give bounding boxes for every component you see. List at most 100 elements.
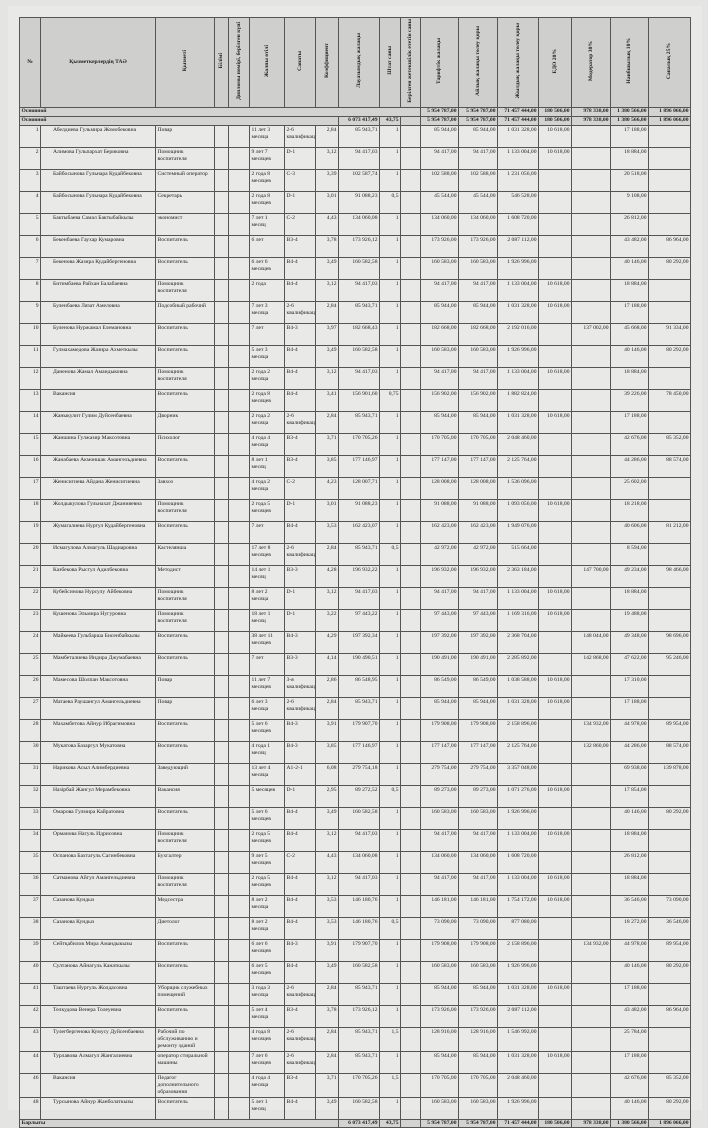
table-cell: 9 <box>19 300 41 324</box>
table-cell: 8 лет 2 месяца <box>249 894 285 918</box>
table-cell: 1 <box>379 344 401 368</box>
table-cell: 30 <box>19 740 41 764</box>
table-cell: 10 618,00 <box>538 124 572 148</box>
table-row: 31 Нарикова Асыл Алимбердиевна Заведующий 1… <box>19 762 691 786</box>
table-cell: Воспитатель <box>155 938 215 962</box>
table-cell: 7 лет <box>249 652 285 676</box>
table-cell: 170 705,26 <box>338 432 380 456</box>
table-cell: Помощник воспитателя <box>155 828 215 852</box>
table-cell: 8 лет 2 месяца <box>249 586 285 610</box>
table-cell: 10 618,00 <box>538 278 572 302</box>
table-cell <box>400 806 421 830</box>
table-cell: 160 583,00 <box>420 256 459 280</box>
table-cell: 44 978,00 <box>610 938 649 962</box>
table-cell: 8 <box>19 278 41 302</box>
table-cell: 196 932,22 <box>338 564 380 588</box>
table-cell: 160 583,00 <box>458 806 498 830</box>
table-cell <box>214 1072 229 1098</box>
table-cell: 3,12 <box>315 872 339 896</box>
table-cell <box>214 608 229 632</box>
table-cell: 49 348,00 <box>610 630 649 654</box>
table-cell <box>571 190 611 214</box>
table-cell: 3,49 <box>315 806 339 830</box>
table-cell: 42 <box>19 1004 41 1028</box>
table-cell: Воспитатель <box>155 652 215 676</box>
table-cell: 102 588,00 <box>458 168 498 192</box>
table-cell: 86 548,95 <box>338 674 380 698</box>
table-cell: 1 <box>379 982 401 1006</box>
table-cell <box>571 366 611 390</box>
table-cell: 94 417,00 <box>458 278 498 302</box>
table-cell <box>400 1004 421 1028</box>
table-row: 26 Мамесова Шолпан Максотовна Повар 11 лет … <box>19 674 691 698</box>
group-row-main: Основной 5 954 787,00 5 954 787,00 71 45… <box>19 106 691 117</box>
table-cell <box>400 894 421 918</box>
table-cell: 2,84 <box>315 124 339 148</box>
table-cell: 17 лет 8 месяцев <box>249 542 285 566</box>
table-cell: 31 <box>19 762 41 786</box>
table-cell: 22 <box>19 586 41 610</box>
table-cell: 94 417,03 <box>338 278 380 302</box>
table-cell: 170 705,26 <box>338 1072 380 1098</box>
table-cell: 177 146,97 <box>338 454 380 478</box>
table-cell: Воспитатель <box>155 718 215 742</box>
table-cell <box>228 410 250 434</box>
table-cell: 1 231 056,00 <box>497 168 539 192</box>
table-cell: 18 218,00 <box>610 498 649 522</box>
table-cell <box>214 652 229 676</box>
table-cell: 173 926,00 <box>458 234 498 258</box>
table-cell <box>571 212 611 236</box>
table-cell <box>571 1050 611 1074</box>
table-cell: 7 лет <box>249 322 285 346</box>
table-cell <box>538 718 572 742</box>
table-cell: Матаева Раушангул Амангельдиевна <box>40 696 156 720</box>
table-cell: 2-6 квалификационный <box>284 1050 316 1074</box>
column-header: Айлық жалақы төлеу қоры <box>458 17 498 108</box>
table-cell <box>571 432 611 456</box>
table-cell: 2 года <box>249 278 285 302</box>
table-cell <box>538 850 572 874</box>
table-cell: Кубейсинова Нурсулу Айбековна <box>40 586 156 610</box>
column-header-label: Жылдық жалақы төлеу қоры <box>514 23 521 99</box>
table-cell: 18 884,00 <box>610 278 649 302</box>
table-cell: 1 <box>379 168 401 192</box>
table-cell <box>648 168 691 192</box>
table-cell: 38 <box>19 916 41 940</box>
table-cell <box>400 740 421 764</box>
table-cell: Воспитатель <box>155 740 215 764</box>
table-cell: 1 <box>379 410 401 434</box>
table-row: 15 Жаншина Гулжазир Максотовна Психолог 4 г… <box>19 432 691 456</box>
table-cell <box>571 872 611 896</box>
table-cell: 1 <box>379 718 401 742</box>
table-cell: 10 618,00 <box>538 894 572 918</box>
table-cell <box>228 1072 250 1098</box>
table-cell: 160 582,58 <box>338 256 380 280</box>
total-row: Барлығы 6 073 417,49 43,75 5 954 787,00 … <box>19 1118 691 1128</box>
table-cell <box>228 894 250 918</box>
table-cell <box>228 190 250 214</box>
table-cell: Воспитатель <box>155 806 215 830</box>
table-cell: 170 705,00 <box>420 432 459 456</box>
table-cell: 80 292,00 <box>648 256 691 280</box>
table-cell: В3-4 <box>284 1004 316 1028</box>
table-cell: Нарикова Асыл Алимбердиевна <box>40 762 156 786</box>
table-cell: 10 618,00 <box>538 674 572 698</box>
table-cell: 88 574,00 <box>648 740 691 764</box>
table-cell: 1 <box>379 256 401 280</box>
table-cell: 160 583,00 <box>420 344 459 368</box>
table-cell: 4 года 8 месяцев <box>249 1026 285 1052</box>
table-cell: 160 582,58 <box>338 806 380 830</box>
table-cell <box>228 630 250 654</box>
table-cell: 3-я квалификационный <box>284 674 316 698</box>
table-cell: 94 417,03 <box>338 828 380 852</box>
table-cell: 36 546,00 <box>610 894 649 918</box>
table-cell: 85 944,00 <box>458 696 498 720</box>
table-cell: 5 лет 6 месяцев <box>249 806 285 830</box>
table-cell: 1 608 720,00 <box>497 212 539 236</box>
table-cell: 102 587,74 <box>338 168 380 192</box>
table-cell: 2 087 112,00 <box>497 234 539 258</box>
table-cell: Жанабаева Акмоншак Амангельдиевна <box>40 454 156 478</box>
table-cell: Мукатова Базаргул Мукатовна <box>40 740 156 764</box>
table-cell <box>400 410 421 434</box>
table-cell: 190 491,00 <box>458 652 498 676</box>
